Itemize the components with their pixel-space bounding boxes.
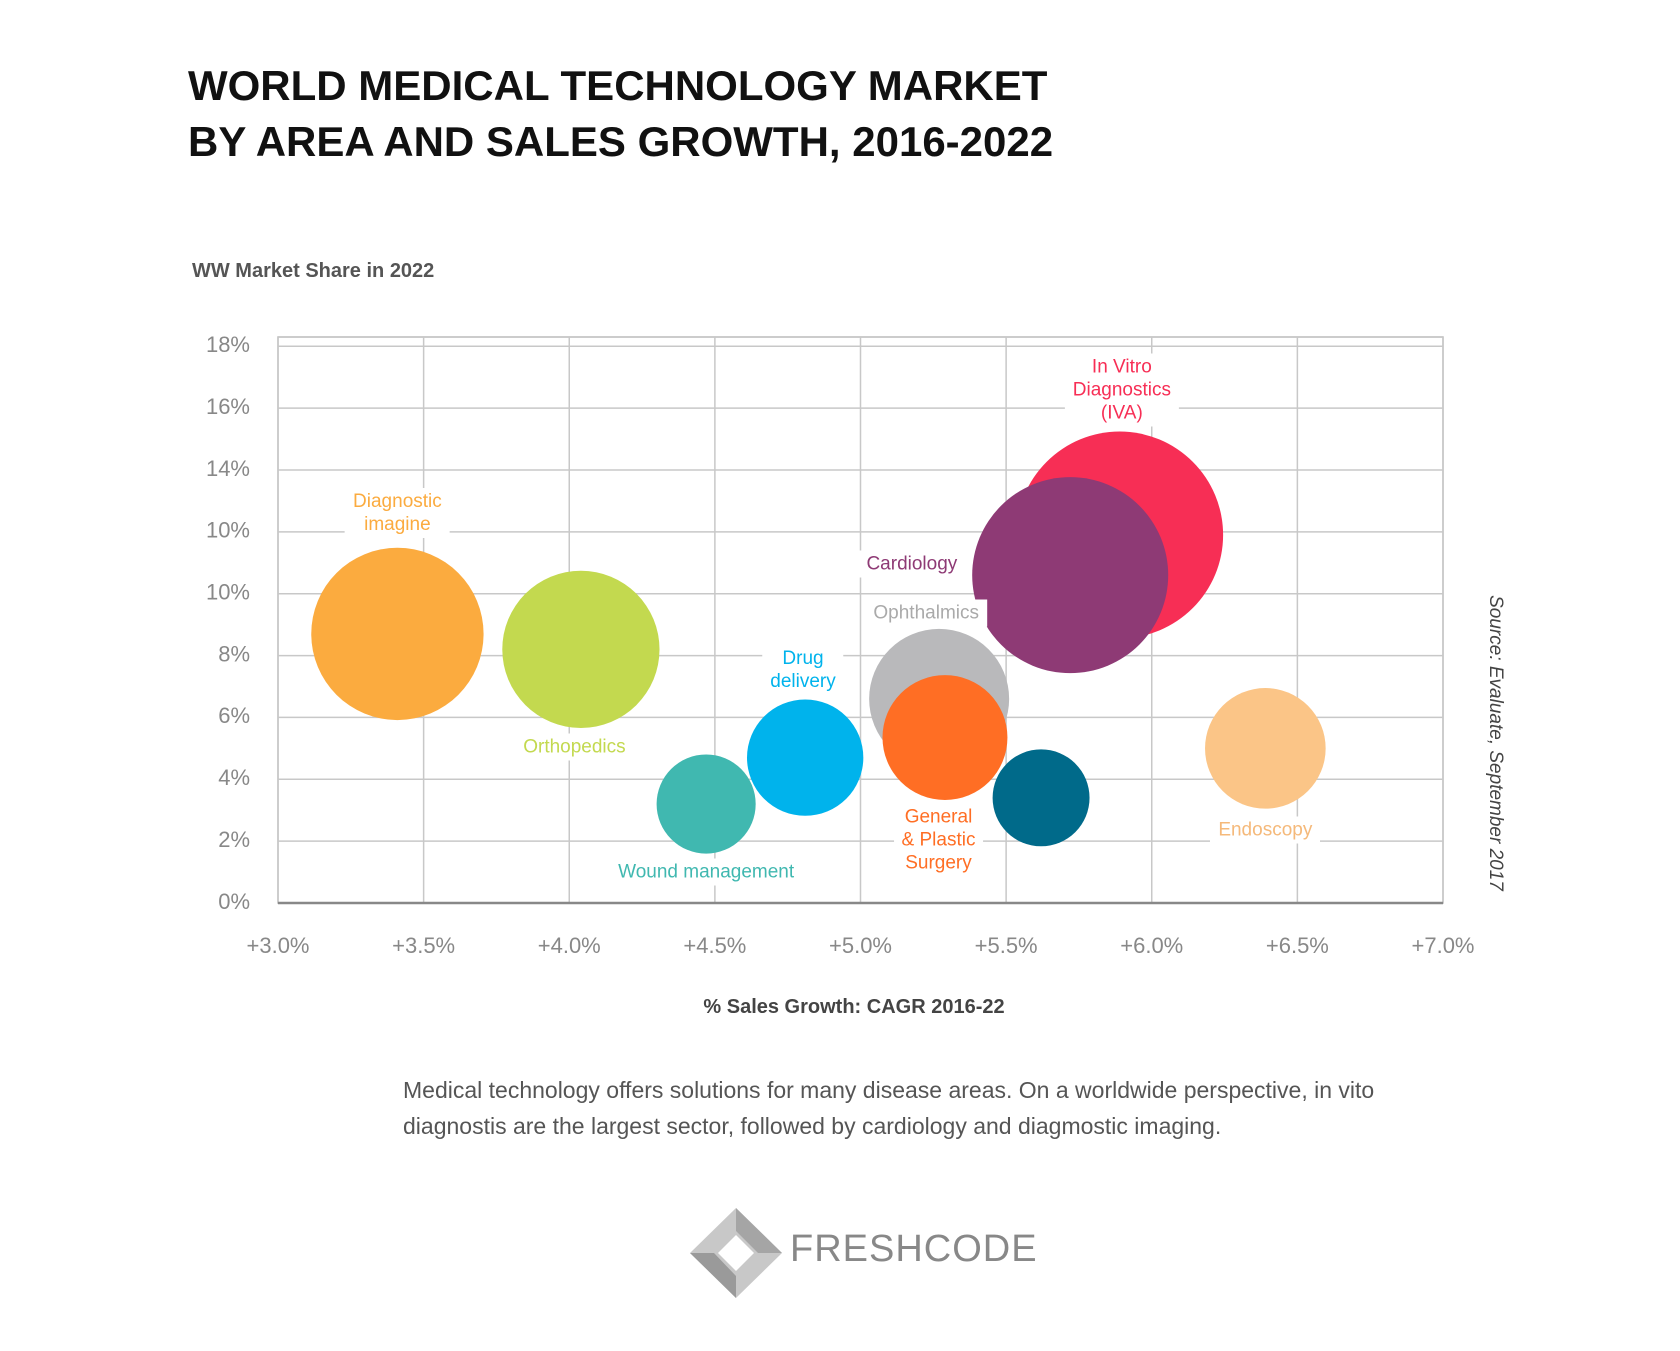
x-tick-label: +5.0% <box>829 933 892 958</box>
bubble-label: Cardiology <box>858 550 966 578</box>
bubble-label: General & Plastic Surgery <box>893 803 984 877</box>
y-tick-label: 18% <box>206 332 250 357</box>
bubble <box>882 675 1008 800</box>
chart-title: WORLD MEDICAL TECHNOLOGY MARKET BY AREA … <box>188 62 1054 165</box>
y-tick-label: 2% <box>218 827 250 852</box>
bubble-label: Ophthalmics <box>865 599 988 627</box>
y-tick-label: 10% <box>206 580 250 605</box>
brand: FRESHCODE <box>790 1228 1038 1270</box>
x-tick-label: +7.0% <box>1412 933 1475 958</box>
x-tick-label: +6.5% <box>1266 933 1329 958</box>
y-axis-title: WW Market Share in 2022 <box>192 260 435 282</box>
y-tick-label: 4% <box>218 765 250 790</box>
chart: 0% 2% 4% 6% 8% 10% 10% 14% 16% 18% +3.0% +3.5% +4.0%… <box>206 332 1475 958</box>
bubble-label: Orthopedics <box>515 733 634 761</box>
bubble <box>656 754 756 854</box>
x-tick-label: +4.5% <box>683 933 746 958</box>
y-tick-label: 6% <box>218 703 250 728</box>
x-tick-label: +4.0% <box>538 933 601 958</box>
bubble <box>972 477 1169 674</box>
y-tick-label: 10% <box>206 518 250 543</box>
source: Source: Evaluate, September 2017 <box>1485 595 1506 891</box>
y-tick-label: 14% <box>206 456 250 481</box>
bubble <box>311 547 484 721</box>
bubble-label: In Vitro Diagnostics (IVA) <box>1064 353 1179 427</box>
caption: Medical technology offers solutions for … <box>403 1077 1375 1139</box>
bubble <box>502 570 660 729</box>
x-tick-label: +3.5% <box>392 933 455 958</box>
y-tick-label: 8% <box>218 641 250 666</box>
bubble-label: Wound management <box>610 858 803 886</box>
x-axis-title: % Sales Growth: CAGR 2016-22 <box>703 996 1005 1018</box>
y-tick-label: 16% <box>206 394 250 419</box>
x-tick-label: +3.0% <box>247 933 310 958</box>
bubble <box>992 749 1090 847</box>
bubble-label: Endoscopy <box>1210 816 1321 844</box>
logo-icon <box>690 1208 782 1298</box>
bubble <box>1205 688 1326 809</box>
x-tick-label: +5.5% <box>975 933 1038 958</box>
bubble <box>747 699 864 816</box>
bubble-label: Diagnostic imagine <box>345 488 450 539</box>
bubble-label: Drug delivery <box>762 645 844 696</box>
x-tick-label: +6.0% <box>1120 933 1183 958</box>
y-tick-label: 0% <box>218 889 250 914</box>
